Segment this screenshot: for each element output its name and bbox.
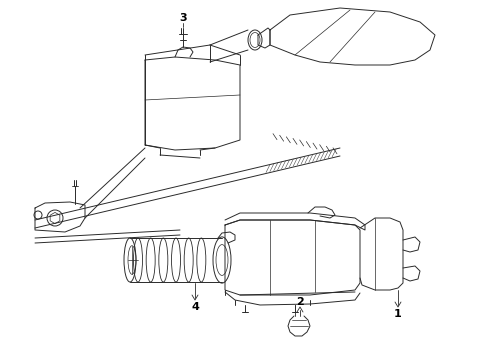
Text: 1: 1: [394, 309, 402, 319]
Text: 2: 2: [296, 297, 304, 307]
Text: 3: 3: [179, 13, 187, 23]
Text: 4: 4: [191, 302, 199, 312]
